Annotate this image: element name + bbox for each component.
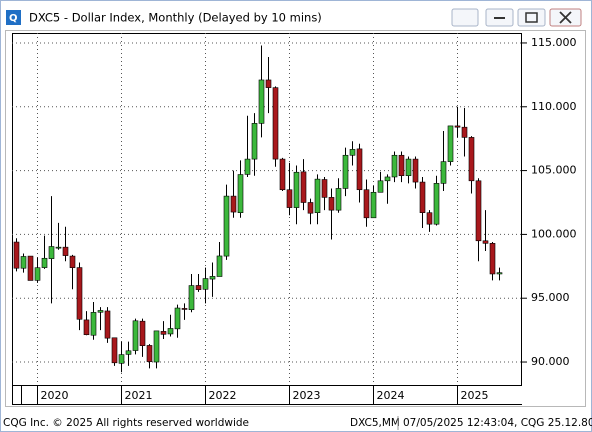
footer-left: CQG Inc. © 2025 All rights reserved worl…	[3, 417, 249, 429]
x-tick-label: 2022	[209, 389, 237, 402]
candle-body	[279, 158, 286, 191]
candle-body	[447, 125, 454, 162]
candle-body	[384, 176, 391, 182]
candle-body	[111, 337, 118, 364]
candle-body	[209, 276, 216, 280]
candle-body	[132, 320, 139, 351]
candle-body	[475, 180, 482, 242]
candle-body	[321, 179, 328, 198]
link-button[interactable]	[451, 8, 479, 27]
candle-body	[300, 171, 307, 203]
footer-symbol: DXC5,MM	[350, 417, 400, 429]
y-tick-label: 100.000	[531, 227, 577, 240]
candle-body	[216, 255, 223, 277]
candle-body	[349, 149, 356, 156]
candle-body	[482, 240, 489, 244]
app-icon	[6, 10, 21, 25]
candle-body	[153, 330, 160, 363]
candle-body	[55, 246, 62, 249]
candle-body	[258, 79, 265, 124]
window-buttons[interactable]	[451, 8, 582, 27]
candle-body	[230, 195, 237, 213]
candle-body	[405, 158, 412, 176]
candle-body	[62, 246, 69, 256]
restore-icon	[525, 12, 538, 23]
x-tick-label: 2020	[41, 389, 69, 402]
candle-body	[104, 310, 111, 339]
candle-body	[251, 123, 258, 160]
candle-body	[307, 202, 314, 214]
candle-body	[496, 272, 503, 275]
candle-body	[160, 331, 167, 335]
candle-body	[342, 154, 349, 189]
candle-body	[356, 148, 363, 191]
close-icon	[559, 11, 572, 24]
x-tick-label: 2025	[461, 389, 489, 402]
candle-body	[265, 79, 272, 88]
candle-body	[13, 241, 20, 269]
candle-body	[125, 350, 132, 355]
candle-body	[167, 328, 174, 335]
candle-body	[118, 354, 125, 364]
candle-body	[48, 246, 55, 259]
candle-body	[461, 126, 468, 138]
candle-body	[419, 181, 426, 214]
candle-body	[433, 183, 440, 225]
candle-body	[195, 285, 202, 290]
candle-body	[293, 171, 300, 208]
candle-body	[440, 161, 447, 184]
candle-body	[489, 243, 496, 275]
x-tick-label: 2023	[293, 389, 321, 402]
restore-button[interactable]	[517, 8, 546, 27]
candle-body	[76, 267, 83, 320]
candle-body	[328, 197, 335, 211]
candle-body	[363, 189, 370, 219]
app-icon-letter: Q	[9, 13, 18, 24]
candle-body	[27, 255, 34, 281]
x-tick-label: 2024	[377, 389, 405, 402]
candle-body	[454, 125, 461, 128]
candle-body	[41, 257, 48, 268]
candle-body	[202, 278, 209, 290]
scroll-handle[interactable]	[12, 385, 22, 405]
candle-body	[223, 195, 230, 257]
candle-body	[237, 174, 244, 214]
window-title: DXC5 - Dollar Index, Monthly (Delayed by…	[29, 11, 322, 25]
candle-body	[83, 319, 90, 336]
candle-body	[468, 137, 475, 182]
y-tick-label: 110.000	[531, 100, 577, 113]
candle-body	[244, 158, 251, 175]
candle-body	[391, 154, 398, 178]
candle-body	[146, 345, 153, 362]
candle-body	[370, 191, 377, 219]
candle-body	[90, 312, 97, 336]
candle-body	[412, 158, 419, 183]
candle-body	[34, 267, 41, 281]
candle-body	[69, 255, 76, 269]
y-tick-label: 95.000	[531, 291, 570, 304]
candle-body	[181, 308, 188, 310]
candle-body	[426, 212, 433, 225]
candle-body	[174, 307, 181, 330]
candle-body	[272, 87, 279, 160]
candle-body	[398, 154, 405, 176]
candle-body	[377, 180, 384, 193]
y-tick-label: 115.000	[531, 36, 577, 49]
candle-body	[188, 285, 195, 310]
x-tick-label: 2021	[125, 389, 153, 402]
y-tick-label: 90.000	[531, 355, 570, 368]
candle-body	[20, 256, 27, 269]
candle-body	[286, 189, 293, 208]
candle-body	[335, 188, 342, 211]
candle-body	[314, 178, 321, 214]
candle-body	[97, 310, 104, 313]
y-tick-label: 105.000	[531, 164, 577, 177]
footer-time: 07/05/2025 12:43:04, CQG 25.12.8015	[403, 417, 592, 429]
candle-body	[139, 320, 146, 346]
